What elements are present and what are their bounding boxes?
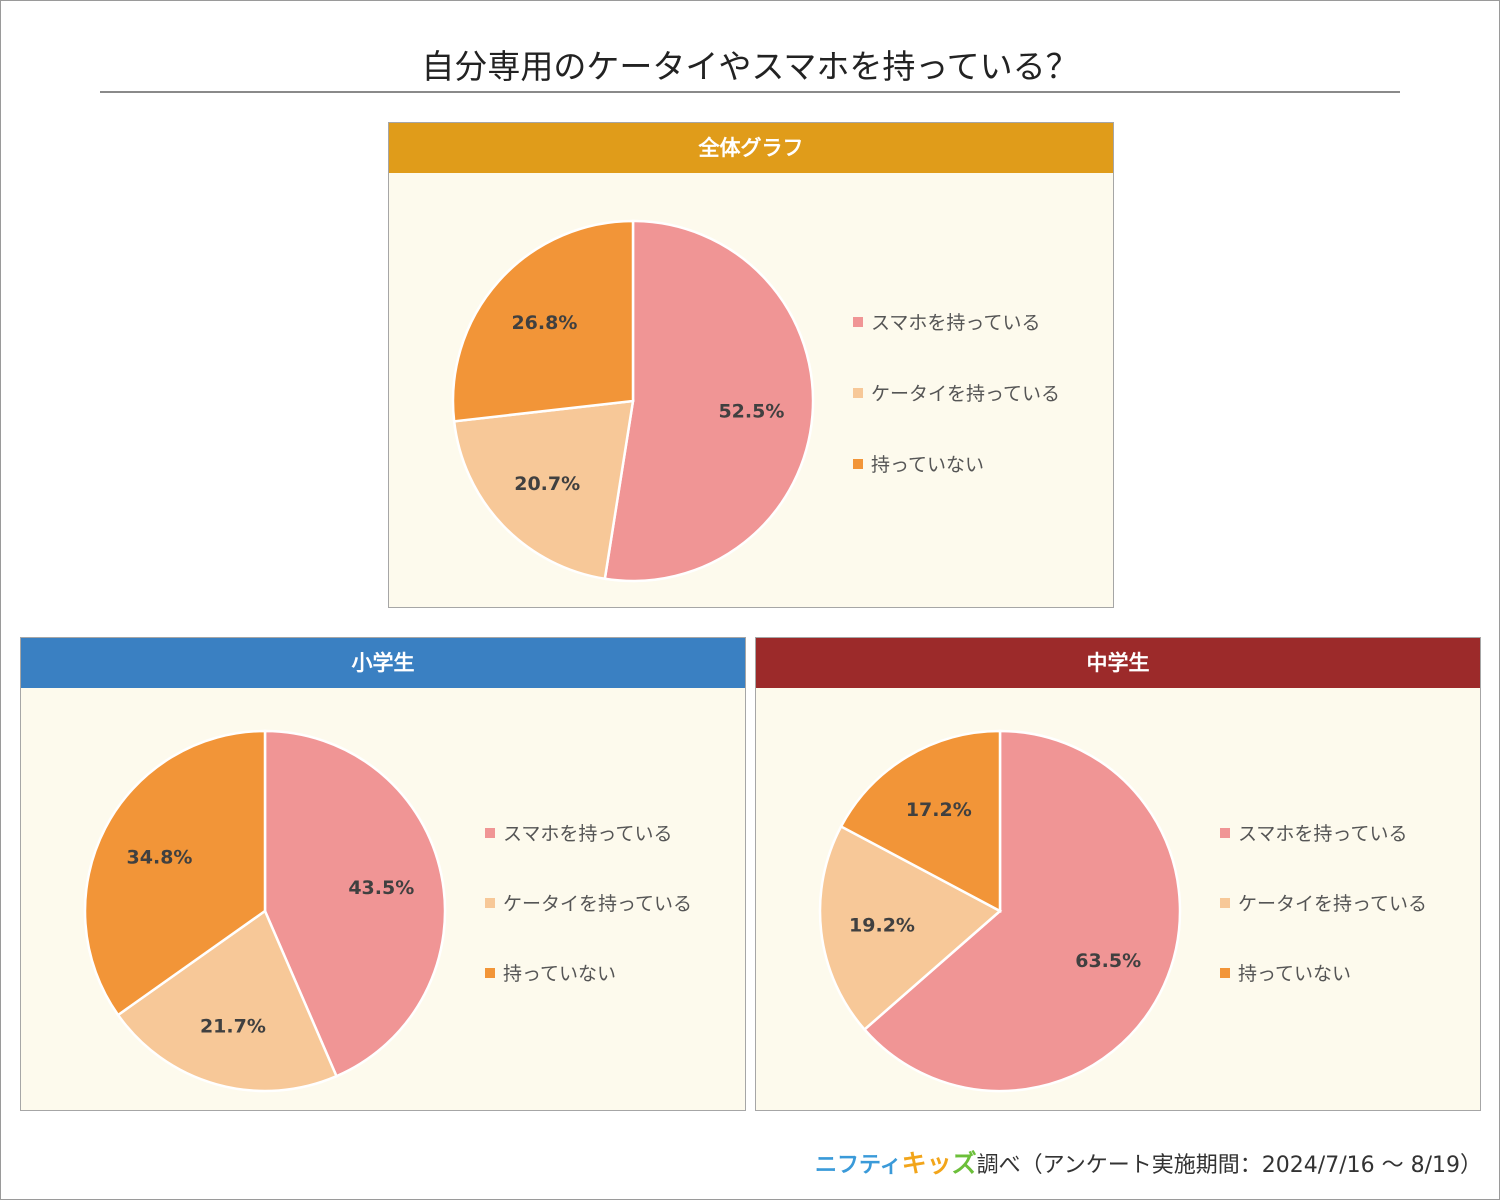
legend-swatch (853, 459, 863, 469)
pie-slice-1 (862, 729, 1182, 1093)
slice-value-label: 21.7% (200, 1015, 266, 1037)
panel-junior-high-header: 中学生 (756, 638, 1480, 688)
slice-value-label: 52.5% (718, 400, 784, 422)
legend-swatch (853, 317, 863, 327)
pie-slice-2 (116, 909, 339, 1093)
slice-value-label: 26.8% (511, 312, 577, 334)
pie-slice-1 (603, 219, 815, 583)
legend-swatch (1220, 968, 1230, 978)
slice-value-label: 17.2% (906, 799, 972, 821)
legend-swatch (485, 968, 495, 978)
pie-slice-2 (452, 399, 635, 581)
legend-label: スマホを持っている (871, 312, 1040, 334)
pie-slice-3 (451, 219, 635, 423)
slice-value-label: 20.7% (514, 473, 580, 495)
pie-slice-2 (818, 824, 1003, 1032)
legend-label: ケータイを持っている (871, 383, 1060, 405)
footer-source: ニフティキッズ調べ（アンケート実施期間：2024/7/16 ～ 8/19） (815, 1144, 1482, 1180)
legend-label: スマホを持っている (1238, 823, 1407, 845)
legend-swatch (485, 898, 495, 908)
legend-swatch (485, 828, 495, 838)
panel-elementary-header: 小学生 (21, 638, 745, 688)
panel-elementary: 小学生 43.5% 21.7% 34.8% スマホを持っている ケータイを持っている 持っ… (20, 637, 746, 1111)
legend-swatch (853, 388, 863, 398)
legend-label: ケータイを持っている (503, 893, 692, 915)
slice-value-label: 19.2% (849, 915, 915, 937)
pie-slice-3 (839, 729, 1002, 914)
slice-value-label: 34.8% (127, 846, 193, 868)
title-divider (100, 91, 1400, 93)
pie-slice-1 (263, 729, 447, 1078)
legend-label: ケータイを持っている (1238, 893, 1427, 915)
legend-label: 持っていない (871, 454, 984, 476)
legend-swatch (1220, 898, 1230, 908)
legend-label: 持っていない (503, 963, 616, 985)
pie-slice-3 (83, 729, 267, 1017)
footer-text: 調べ（アンケート実施期間：2024/7/16 ～ 8/19） (976, 1153, 1482, 1178)
legend-label: スマホを持っている (503, 823, 672, 845)
legend-label: 持っていない (1238, 963, 1351, 985)
panel-overall-header: 全体グラフ (389, 123, 1113, 173)
logo-text-kids-b: ズ (951, 1149, 977, 1178)
panel-overall: 全体グラフ 52.5% 20.7% 26.8% スマホを持っている ケータイを持っている… (388, 122, 1114, 608)
logo-text-kids-a: キッ (901, 1149, 952, 1178)
legend-swatch (1220, 828, 1230, 838)
panel-junior-high: 中学生 63.5% 19.2% 17.2% スマホを持っている ケータイを持っている 持っ… (755, 637, 1481, 1111)
page-title: 自分専用のケータイやスマホを持っている？ (421, 47, 1079, 86)
logo-text-nifty: ニフティ (814, 1153, 902, 1178)
slice-value-label: 43.5% (348, 877, 414, 899)
slice-value-label: 63.5% (1075, 950, 1141, 972)
